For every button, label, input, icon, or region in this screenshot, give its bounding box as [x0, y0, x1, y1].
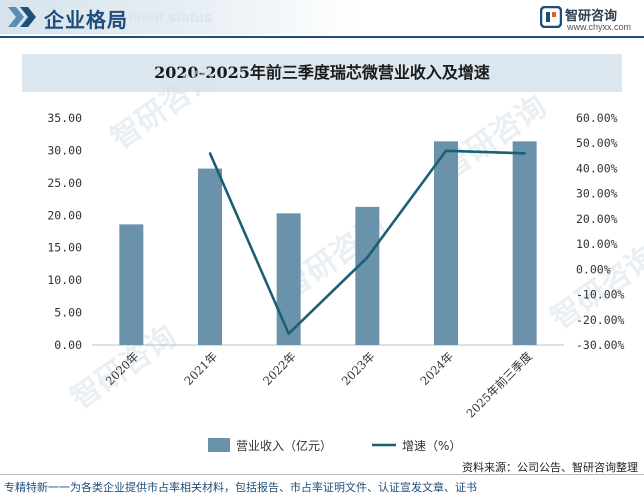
bar — [512, 141, 537, 345]
y-left-tick-label: 30.00 — [47, 143, 82, 157]
y-right-tick-label: 40.00% — [576, 161, 618, 175]
watermark-text: 智研咨询 — [105, 59, 223, 156]
bar — [434, 141, 458, 345]
y-left-tick-label: 10.00 — [47, 273, 82, 287]
x-tick-label: 2023年 — [339, 349, 378, 388]
header-background — [0, 0, 360, 34]
y-right-tick-label: 50.00% — [576, 136, 618, 150]
footer-divider — [0, 474, 644, 475]
growth-point — [366, 256, 369, 259]
y-right-tick-label: 10.00% — [576, 237, 618, 251]
y-right-tick-label: -10.00% — [576, 288, 625, 302]
brand-url: www.chyxx.com — [567, 22, 632, 32]
y-left-tick-label: 5.00 — [54, 306, 82, 320]
header: 企业格局 ment status 智研咨询 www.chyxx.com — [0, 0, 644, 38]
brand-name: 智研咨询 — [565, 9, 618, 24]
growth-point — [287, 332, 290, 335]
x-tick-label: 2024年 — [417, 349, 456, 388]
data-source: 资料来源：公司公告、智研咨询整理 — [462, 461, 638, 474]
legend-label-line: 增速（%） — [402, 439, 461, 453]
growth-point — [523, 152, 526, 155]
growth-point — [444, 149, 448, 152]
bar — [276, 213, 301, 345]
section-title: 企业格局 — [44, 8, 128, 32]
brand-logo: 智研咨询 www.chyxx.com — [540, 5, 636, 35]
y-left-tick-label: 15.00 — [47, 241, 82, 255]
y-left-tick-label: 25.00 — [47, 176, 82, 190]
y-left-tick-label: 0.00 — [54, 338, 82, 352]
legend-label-bar: 营业收入（亿元） — [236, 438, 332, 453]
growth-point — [208, 152, 212, 155]
x-tick-label: 2021年 — [181, 349, 220, 388]
section-subtitle-ghost: ment status — [128, 9, 213, 26]
brand-logo-icon — [540, 6, 562, 28]
chart-title: 2020-2025年前三季度瑞芯微营业收入及增速 — [154, 63, 490, 82]
chart-title-box: 2020-2025年前三季度瑞芯微营业收入及增速 — [22, 54, 622, 92]
y-right-tick-label: 20.00% — [576, 212, 618, 226]
y-right-tick-label: -20.00% — [576, 313, 625, 327]
y-left-tick-label: 20.00 — [47, 208, 82, 222]
bar — [355, 206, 380, 345]
bar — [119, 224, 144, 345]
y-right-tick-label: -30.00% — [576, 338, 625, 352]
x-tick-label: 2025年前三季度 — [464, 349, 536, 421]
header-divider — [0, 36, 644, 38]
y-right-tick-label: 30.00% — [576, 187, 618, 201]
x-tick-label: 2022年 — [260, 349, 299, 388]
y-left-tick-label: 35.00 — [47, 111, 82, 125]
double-chevron-icon — [8, 7, 36, 27]
legend-swatch-bar — [208, 438, 230, 452]
bar — [198, 168, 222, 345]
y-right-tick-label: 60.00% — [576, 111, 618, 125]
y-right-tick-label: 0.00% — [576, 262, 611, 276]
footer-note: 专精特新一一为各类企业提供市占率相关材料，包括报告、市占率证明文件、认证宣发文章… — [4, 481, 477, 494]
